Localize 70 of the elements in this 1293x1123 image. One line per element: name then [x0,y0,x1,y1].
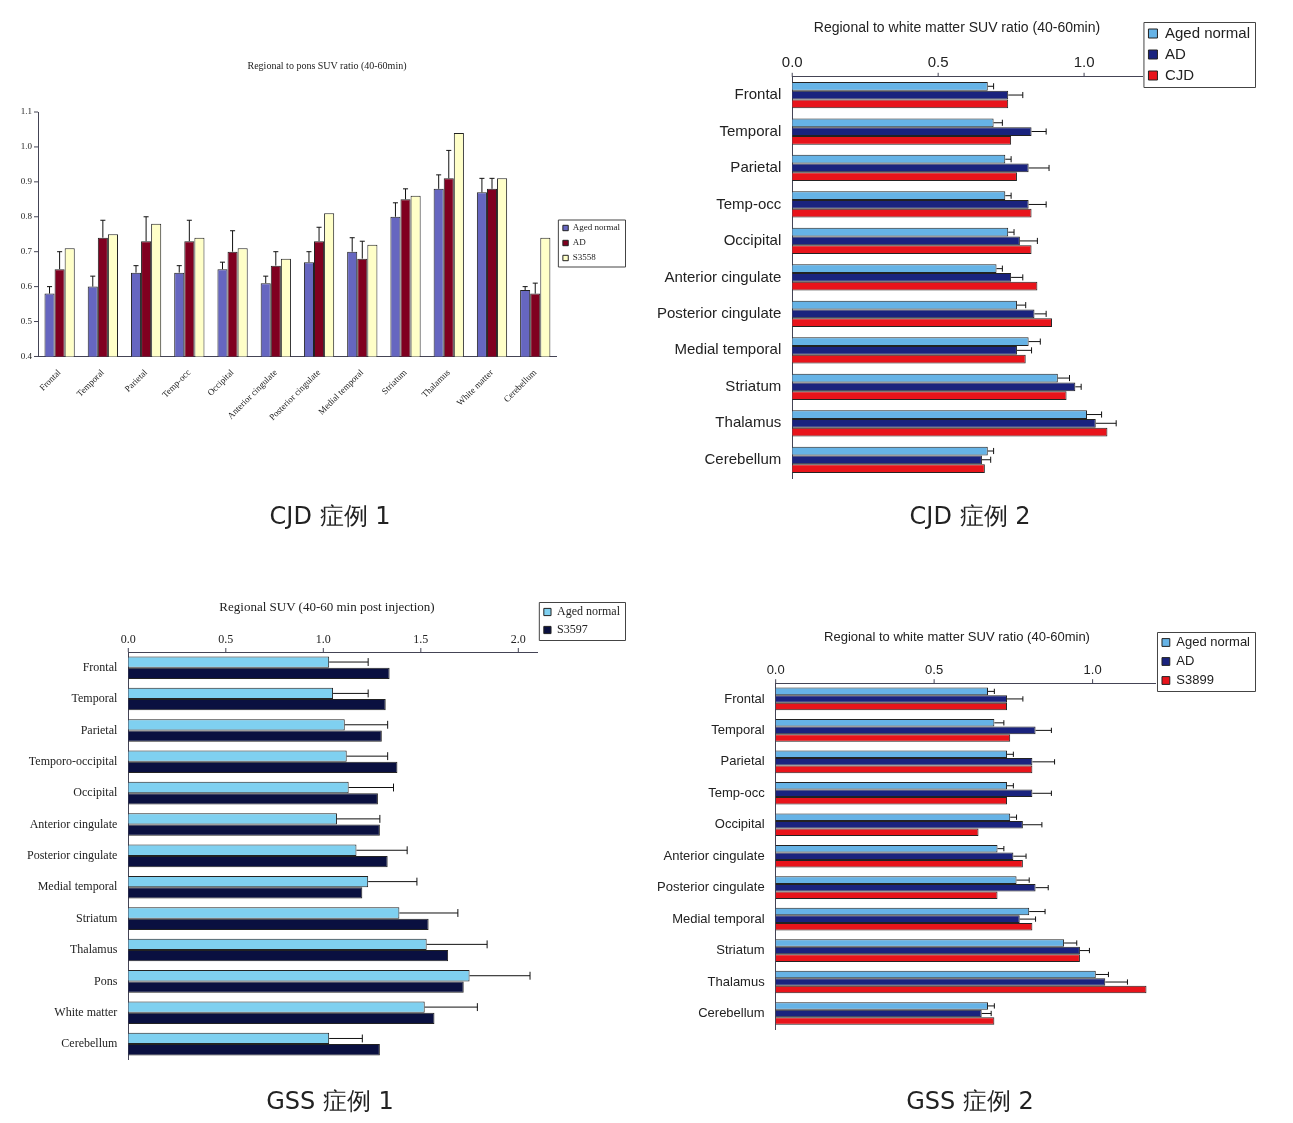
y-tick-label: Anterior cingulate [663,847,765,863]
x-tick-label: 1.0 [1073,53,1095,71]
legend-label: Aged normal [1164,23,1251,41]
x-tick-label: 2.0 [510,632,526,647]
legend-label: S3597 [557,622,588,637]
x-tick-label: 0.0 [120,632,136,647]
legend-label: AD [572,237,587,248]
chart-title: Regional to white matter SUV ratio (40-60min) [813,19,1101,36]
y-tick-label: Posterior cingulate [27,848,118,863]
y-tick-label: Parietal [720,753,765,769]
y-tick-label: Temporal [711,721,765,737]
y-tick-label: Occipital [714,816,765,832]
y-tick-label: Cerebellum [698,1005,765,1021]
y-tick-label: 1.1 [20,106,32,117]
y-tick-label: Temp-occ [716,194,782,212]
y-tick-label: Temporal [719,121,782,139]
y-tick-label: Striatum [75,910,118,925]
x-tick-label: 0.5 [925,662,944,678]
text: CJD 症例 2 [909,501,1031,532]
x-tick-label: 0.5 [927,53,949,71]
y-tick-label: Thalamus [69,942,118,957]
y-tick-label: 0.7 [20,246,33,257]
y-tick-label: Anterior cingulate [29,816,118,831]
text: CJD 症例 1 [269,501,391,532]
y-tick-label: Pons [93,973,118,988]
y-tick-label: Thalamus [707,973,766,989]
y-tick-label: Temporo-occipital [28,753,118,768]
y-tick-label: Posterior cingulate [657,304,782,322]
y-tick-label: 0.6 [20,280,33,291]
y-tick-label: Anterior cingulate [664,267,782,285]
legend-label: Aged normal [557,604,621,619]
y-tick-label: White matter [54,1004,118,1019]
y-tick-label: 0.8 [20,211,33,222]
x-tick-label: 0.5 [218,632,234,647]
legend-label: AD [1176,653,1195,669]
y-tick-label: Temporal [71,691,118,706]
y-tick-label: Occipital [73,785,118,800]
y-tick-label: Posterior cingulate [657,879,765,895]
y-tick-label: 0.4 [20,350,33,361]
y-tick-label: 0.5 [20,315,33,326]
legend-label: S3558 [572,252,597,263]
y-tick-label: Temp-occ [708,784,766,800]
text: GSS 症例 2 [906,1086,1034,1117]
y-tick-label: Cerebellum [61,1036,118,1051]
y-tick-label: Medial temporal [37,879,118,894]
y-tick-label: 0.9 [20,176,33,187]
y-tick-label: Frontal [734,85,782,103]
x-tick-label: 0.0 [781,53,803,71]
legend-label: Aged normal [1176,634,1251,650]
x-tick-label: 1.0 [1083,662,1102,678]
legend-label: CJD [1164,65,1195,83]
y-tick-label: Medial temporal [672,910,765,926]
legend-label: Aged normal [572,222,621,233]
x-tick-label: 1.0 [315,632,331,647]
chart-title: Regional to white matter SUV ratio (40-60min) [824,629,1090,645]
x-tick-label: 1.5 [413,632,429,647]
text: GSS 症例 1 [266,1086,394,1117]
chart-title: Regional SUV (40-60 min post injection) [219,599,435,615]
y-tick-label: Medial temporal [674,340,782,358]
y-tick-label: 1.0 [20,141,33,152]
y-tick-label: Parietal [80,722,118,737]
legend-label: AD [1164,44,1186,62]
legend-label: S3899 [1176,672,1214,688]
y-tick-label: Parietal [730,158,782,176]
y-tick-label: Striatum [716,942,765,958]
x-tick-label: 0.0 [766,662,785,678]
chart-title: Regional to pons SUV ratio (40-60min) [247,59,407,72]
y-tick-label: Frontal [724,690,765,706]
y-tick-label: Occipital [723,231,782,249]
y-tick-label: Cerebellum [704,449,782,467]
